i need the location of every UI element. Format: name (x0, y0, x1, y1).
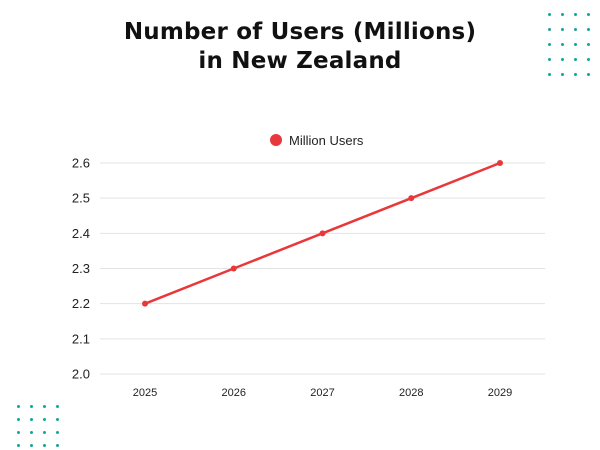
data-point (497, 160, 503, 166)
decor-dot (56, 444, 59, 447)
data-point (408, 195, 415, 202)
decor-dot (17, 418, 20, 421)
y-tick-label: 2.2 (72, 296, 90, 311)
x-tick-label: 2029 (488, 387, 512, 399)
y-tick-label: 2.1 (72, 331, 90, 346)
decor-dot (43, 405, 46, 408)
data-point (230, 265, 237, 272)
y-tick-label: 2.0 (72, 367, 90, 382)
grid-lines (100, 162, 545, 375)
chart-title-line-2: in New Zealand (198, 48, 402, 74)
y-tick-label: 2.5 (72, 191, 90, 206)
decor-dot (574, 43, 577, 46)
decor-dot (43, 418, 46, 421)
decor-dot (587, 58, 590, 61)
decor-dot (561, 73, 564, 76)
y-tick-label: 2.3 (72, 261, 90, 276)
chart-title: Number of Users (Millions) in New Zealan… (0, 18, 600, 76)
data-point (142, 300, 148, 307)
x-tick-label: 2026 (222, 387, 246, 399)
x-tick-label: 2025 (133, 387, 157, 399)
decor-dot (56, 431, 59, 434)
decor-dot (30, 418, 33, 421)
decor-dot (43, 444, 46, 447)
decor-dot (587, 73, 590, 76)
decor-dot (30, 444, 33, 447)
decor-dot (17, 405, 20, 408)
legend-marker (270, 134, 282, 146)
decor-dot (561, 43, 564, 46)
decor-dot (17, 444, 20, 447)
decor-dot (574, 73, 577, 76)
decor-dot (587, 13, 590, 16)
decor-dot (561, 13, 564, 16)
decor-dot (30, 431, 33, 434)
decor-dot (561, 28, 564, 31)
decor-dot (548, 28, 551, 31)
decor-dot (30, 405, 33, 408)
data-point (319, 230, 326, 237)
legend: Million Users (270, 133, 364, 148)
decorative-dot-grid-bottom (17, 405, 59, 447)
decor-dot (548, 73, 551, 76)
chart-title-line-1: Number of Users (Millions) (123, 19, 477, 45)
decor-dot (587, 43, 590, 46)
decor-dot (561, 58, 564, 61)
decor-dot (548, 13, 551, 16)
decor-dot (548, 58, 551, 61)
decor-dot (548, 43, 551, 46)
decor-dot (43, 431, 46, 434)
legend-label: Million Users (289, 133, 364, 148)
y-tick-label: 2.4 (72, 226, 90, 241)
decor-dot (587, 28, 590, 31)
y-axis-ticks: 2.0 2.1 2.2 2.3 2.4 2.5 2.6 (72, 156, 90, 382)
series-layer (142, 160, 503, 307)
decorative-dot-grid-top (548, 13, 590, 76)
x-tick-label: 2027 (310, 387, 334, 399)
x-tick-label: 2028 (399, 387, 423, 399)
decor-dot (56, 405, 59, 408)
decor-dot (574, 58, 577, 61)
decor-dot (17, 431, 20, 434)
decor-dot (56, 418, 59, 421)
decor-dot (574, 13, 577, 16)
decor-dot (574, 28, 577, 31)
y-tick-label: 2.6 (72, 156, 90, 171)
x-axis-ticks: 2025 2026 2027 2028 2029 (133, 387, 512, 399)
